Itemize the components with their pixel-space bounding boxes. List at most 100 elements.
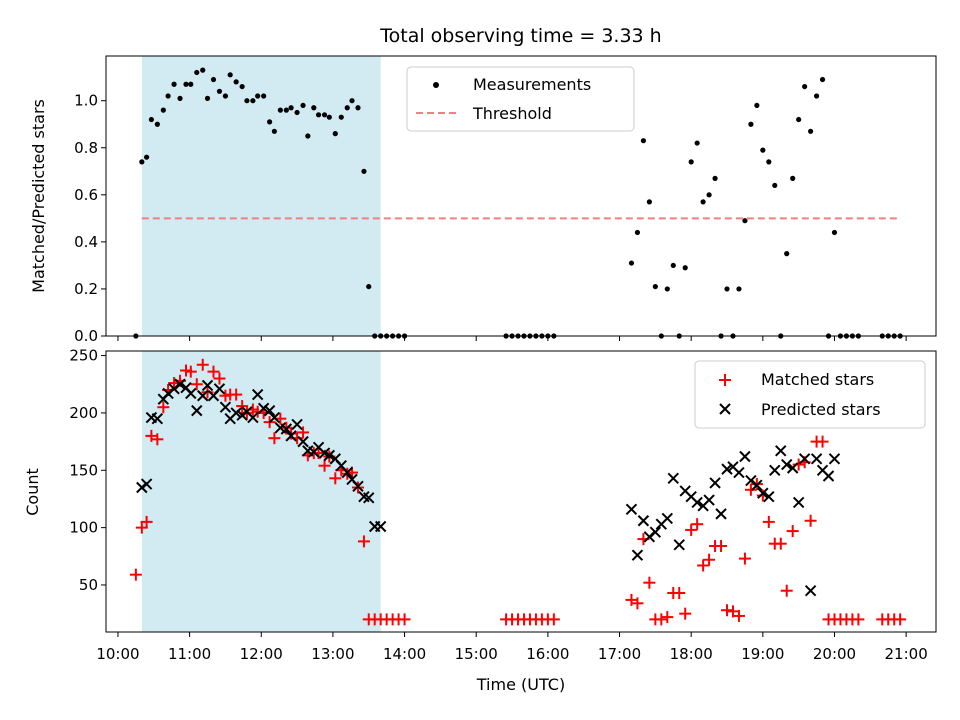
measurement-point xyxy=(736,286,742,292)
predicted-star-point xyxy=(661,512,674,525)
measurement-point xyxy=(338,114,344,120)
measurement-point xyxy=(670,262,676,269)
predicted-star-point xyxy=(363,492,375,504)
measurement-point xyxy=(321,112,328,118)
matched-star-point xyxy=(213,372,226,385)
predicted-star-point xyxy=(763,490,775,503)
measurement-point xyxy=(790,175,796,181)
measurement-point xyxy=(760,147,766,153)
measurement-point xyxy=(283,107,289,113)
matched-star-point xyxy=(792,458,805,471)
measurement-point xyxy=(200,67,206,73)
measurement-point xyxy=(288,105,294,111)
matched-star-point xyxy=(852,613,865,626)
matched-star-point xyxy=(715,539,728,552)
predicted-star-point xyxy=(174,378,186,390)
measurement-point xyxy=(772,182,778,189)
xtick-label: 12:00 xyxy=(240,645,283,663)
legend-predicted-marker xyxy=(719,403,731,415)
predicted-star-point xyxy=(374,520,387,533)
chart-title: Total observing time = 3.33 h xyxy=(379,25,661,47)
matched-star-point xyxy=(679,607,692,620)
top-y-axis-label: Matched/Predicted stars xyxy=(29,99,48,293)
matched-star-point xyxy=(673,587,686,600)
top-observing-span xyxy=(141,56,381,336)
measurement-point xyxy=(748,121,754,127)
measurement-point xyxy=(267,119,273,125)
xtick-label: 18:00 xyxy=(670,645,713,663)
matched-star-point xyxy=(774,537,787,550)
matched-star-point xyxy=(196,358,209,371)
measurement-point xyxy=(171,81,177,87)
xtick-label: 20:00 xyxy=(813,645,856,663)
measurement-point xyxy=(160,107,166,113)
predicted-star-point xyxy=(201,379,214,392)
matched-star-point xyxy=(190,378,203,391)
measurement-point xyxy=(277,107,283,113)
predicted-star-point xyxy=(291,418,303,431)
measurement-point xyxy=(210,76,217,83)
predicted-star-point xyxy=(230,407,242,419)
x-axis-label: Time (UTC) xyxy=(476,675,565,694)
matched-star-point xyxy=(157,401,170,414)
predicted-star-point xyxy=(703,494,715,506)
xtick-label: 17:00 xyxy=(598,645,641,663)
predicted-star-point xyxy=(721,463,733,475)
matched-star-point xyxy=(643,576,656,589)
measurement-point xyxy=(742,218,748,224)
measurement-point xyxy=(188,81,194,87)
top-ytick-label: 0.4 xyxy=(74,233,98,251)
predicted-star-point xyxy=(709,477,721,489)
measurement-point xyxy=(326,114,332,120)
predicted-star-point xyxy=(185,387,197,400)
measurement-point xyxy=(294,109,300,116)
matched-star-point xyxy=(236,400,249,413)
matched-star-point xyxy=(804,514,817,527)
measurement-point xyxy=(706,192,712,198)
top-ytick-label: 0.6 xyxy=(74,186,98,204)
bottom-panel: 50 100 150 200 250 10:00 11:00 12:00 13:00 14:00… xyxy=(23,347,937,694)
legend-measurements-marker xyxy=(433,82,439,88)
measurement-point xyxy=(664,286,670,292)
predicted-star-point xyxy=(323,449,336,462)
measurement-point xyxy=(311,105,317,111)
measurement-point xyxy=(233,79,239,85)
predicted-star-point xyxy=(739,450,751,463)
predicted-star-point xyxy=(775,445,787,457)
legend-measurements-label: Measurements xyxy=(473,75,591,94)
measurement-point xyxy=(766,159,772,165)
measurement-point xyxy=(216,88,223,94)
matched-star-point xyxy=(786,525,799,538)
legend-predicted-label: Predicted stars xyxy=(761,400,881,419)
predicted-star-point xyxy=(352,480,364,493)
measurement-point xyxy=(183,81,189,87)
bottom-ytick-label: 100 xyxy=(69,519,98,537)
predicted-star-point xyxy=(757,487,769,499)
measurement-point xyxy=(250,98,256,104)
predicted-star-point xyxy=(151,412,164,425)
bottom-ytick-label: 200 xyxy=(69,404,98,422)
predicted-star-point xyxy=(810,453,823,465)
matched-star-point xyxy=(329,472,342,485)
top-legend-box xyxy=(406,66,635,132)
measurement-point xyxy=(204,95,211,101)
predicted-star-point xyxy=(828,453,841,465)
matched-star-point xyxy=(547,613,560,626)
measurement-point xyxy=(640,138,647,144)
matched-star-point xyxy=(297,426,310,439)
measurement-point xyxy=(361,168,367,174)
predicted-star-point xyxy=(781,458,793,471)
predicted-star-point xyxy=(263,404,276,417)
measurement-point xyxy=(808,128,814,134)
measurement-point xyxy=(315,112,322,118)
bottom-ytick-label: 250 xyxy=(69,347,98,365)
predicted-star-point xyxy=(792,496,805,509)
predicted-star-point xyxy=(798,453,811,465)
measurement-point xyxy=(802,83,808,90)
matched-star-point xyxy=(268,432,281,445)
predicted-star-point xyxy=(213,383,226,395)
predicted-star-point xyxy=(625,503,638,515)
measurement-point xyxy=(239,83,245,90)
predicted-star-point xyxy=(341,466,353,479)
predicted-star-point xyxy=(268,411,281,424)
